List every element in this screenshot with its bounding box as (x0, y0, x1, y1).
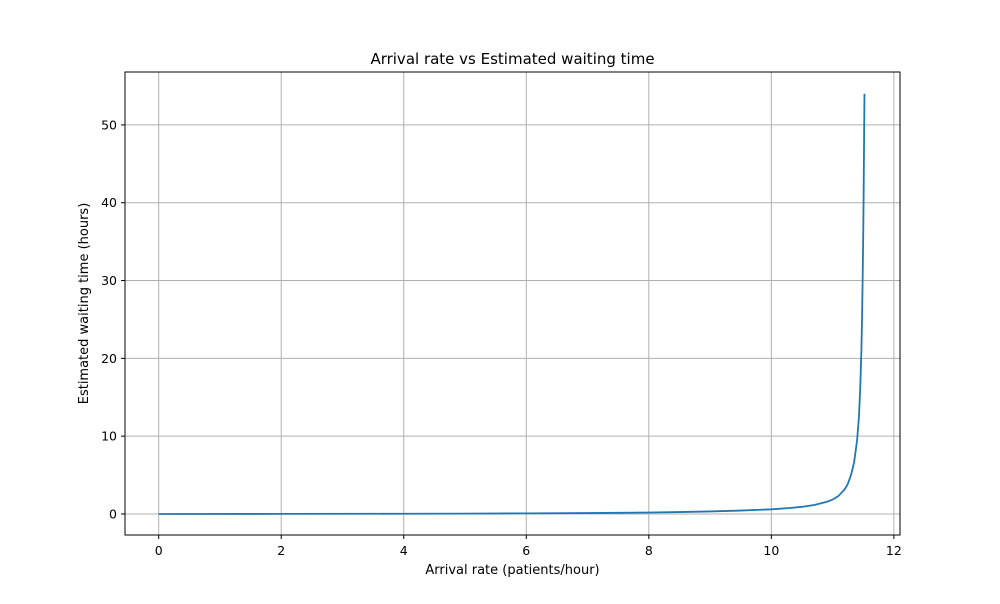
y-tick-label: 20 (101, 351, 117, 366)
ticks: 0 2 4 6 8 10 12 0 10 20 30 40 50 (101, 117, 902, 558)
chart-title: Arrival rate vs Estimated waiting time (370, 50, 654, 68)
series-layer (158, 93, 866, 515)
x-tick-label: 0 (155, 543, 163, 558)
x-tick-label: 12 (886, 543, 902, 558)
x-axis-label: Arrival rate (patients/hour) (425, 563, 599, 578)
y-tick-label: 30 (101, 273, 117, 288)
x-tick-label: 2 (277, 543, 285, 558)
series-line-0 (158, 93, 866, 515)
y-tick-label: 50 (101, 117, 117, 132)
x-tick-label: 10 (763, 543, 779, 558)
y-tick-label: 0 (109, 506, 117, 521)
x-tick-label: 6 (522, 543, 530, 558)
x-tick-label: 4 (400, 543, 408, 558)
y-tick-label: 40 (101, 195, 117, 210)
y-tick-label: 10 (101, 429, 117, 444)
plot-frame (124, 71, 901, 536)
y-axis-label: Estimated waiting time (hours) (77, 203, 92, 405)
grid (125, 72, 900, 535)
x-tick-label: 8 (645, 543, 653, 558)
